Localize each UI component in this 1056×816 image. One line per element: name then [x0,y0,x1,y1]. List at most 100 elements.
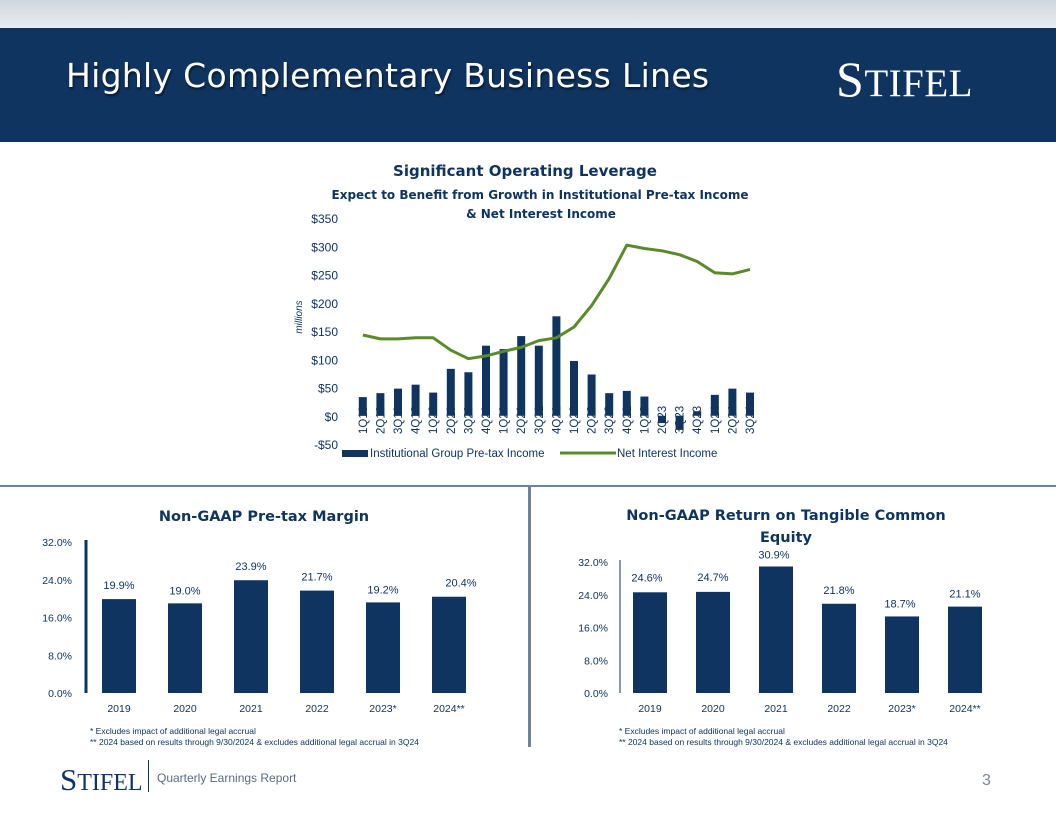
stifel-logo: STIFEL [836,50,973,108]
top-xtick-label: 2Q19 [375,406,387,434]
bar-value-label: 19.9% [103,580,134,592]
bar-value-label: 21.7% [301,572,332,584]
top-xtick-label: 2Q21 [516,406,528,434]
footer-logo-rest: TIFEL [77,770,143,796]
xtick-label: 2024** [949,703,981,715]
top-xtick-label: 4Q20 [481,406,493,434]
top-xtick-label: 1Q24 [710,405,722,434]
bar-value-label: 30.9% [758,550,789,562]
institutional-bar [394,388,402,416]
bar-value-label: 20.4% [445,578,476,590]
chart-top-subtitle-1: Expect to Benefit from Growth in Institu… [332,188,749,202]
top-ytick-label: -$50 [314,438,338,452]
top-xtick-label: 4Q22 [622,406,634,434]
top-xtick-label: 2Q24 [727,405,739,434]
chart-top-subtitle-2: & Net Interest Income [466,207,616,221]
top-ytick-label: $100 [311,353,338,367]
institutional-bar [482,345,490,416]
rotce-chart: Non-GAAP Return on Tangible Common Equit… [578,508,982,715]
margin-bar [366,602,400,693]
institutional-bar [429,392,438,416]
margin-bar [633,592,667,693]
margin-bar [168,603,202,693]
xtick-label: 2023* [888,703,915,715]
logo-initial: S [836,51,865,107]
margin-bar [432,596,466,693]
top-xtick-label: 2Q22 [587,406,599,434]
page-number: 3 [982,772,991,789]
ytick-label: 16.0% [578,623,608,635]
top-xtick-label: 1Q21 [499,406,511,434]
horizontal-divider [0,485,1056,487]
footer-label: Quarterly Earnings Report [157,771,297,785]
ytick-label: 8.0% [48,650,72,662]
ytick-label: 24.0% [578,590,608,602]
bar-value-label: 21.1% [949,589,980,601]
margin-bar [102,599,136,693]
institutional-bar [622,390,631,416]
margin-bar [696,591,730,693]
top-xtick-label: 3Q19 [393,406,405,434]
margin-bar [822,603,856,693]
institutional-bar [552,316,561,416]
top-xtick-label: 1Q22 [569,406,581,434]
institutional-bar [499,349,508,416]
xtick-label: 2022 [827,703,851,715]
pretax-margin-chart: Non-GAAP Pre-tax Margin 32.0% 24.0% 16.0% 8… [42,509,477,715]
top-ytick-label: $300 [311,240,338,254]
margin-bar [885,616,919,693]
ytick-label: 8.0% [584,655,608,667]
ytick-label: 0.0% [48,688,72,700]
footer-logo: STIFEL [60,762,143,798]
xtick-label: 2020 [701,703,725,715]
institutional-bar [517,336,526,416]
ytick-label: 16.0% [42,613,72,625]
bar-value-label: 24.7% [697,572,728,584]
top-ytick-label: $250 [311,269,338,283]
top-xtick-label: 1Q23 [639,406,651,434]
chart-top-title: Significant Operating Leverage [393,162,657,180]
margin-bar [234,580,268,693]
ytick-label: 32.0% [578,557,608,569]
footer-separator [148,760,149,792]
institutional-bar [411,384,420,416]
top-xtick-label: 4Q23 [692,406,704,434]
net-interest-line [362,243,751,361]
top-ytick-label: $50 [318,382,338,396]
chart-right-title-2: Equity [760,530,813,546]
top-strip [0,0,1056,28]
institutional-bar [464,372,473,416]
xtick-label: 2019 [638,703,662,715]
ytick-label: 32.0% [42,537,72,549]
institutional-bar [693,411,702,416]
institutional-bar [446,368,455,416]
footer-logo-initial: S [60,762,78,797]
xtick-label: 2022 [305,703,329,715]
top-xtick-label: 1Q19 [358,406,370,434]
legend-bar-label: Institutional Group Pre-tax Income [370,448,545,460]
footnote-left-2: ** 2024 based on results through 9/30/20… [90,737,419,747]
top-xtick-label: 2Q23 [657,406,669,434]
top-xtick-label: 3Q21 [534,406,546,434]
top-xtick-label: 3Q24 [745,405,757,434]
institutional-bar [675,415,684,430]
top-xtick-label: 4Q19 [411,406,423,434]
institutional-bar [587,374,596,416]
chart-right-title-1: Non-GAAP Return on Tangible Common [626,508,945,524]
xtick-label: 2021 [764,703,788,715]
footnote-right-1: * Excludes impact of additional legal ac… [619,726,785,736]
top-xtick-label: 2Q20 [446,406,458,434]
chart-left-title: Non-GAAP Pre-tax Margin [159,509,369,525]
institutional-bar [570,360,578,416]
legend-swatch-bar [342,450,368,457]
chart-top-legend: Institutional Group Pre-tax Income Net I… [342,448,717,460]
top-xtick-label: 4Q21 [551,406,563,434]
bar-value-label: 24.6% [631,572,662,584]
institutional-bar [376,393,385,416]
margin-bar [948,606,982,693]
margin-bar [759,566,793,693]
top-xtick-label: 3Q22 [604,406,616,434]
top-ytick-label: $200 [311,297,338,311]
xtick-label: 2023* [369,703,396,715]
footnote-left-1: * Excludes impact of additional legal ac… [90,726,256,736]
